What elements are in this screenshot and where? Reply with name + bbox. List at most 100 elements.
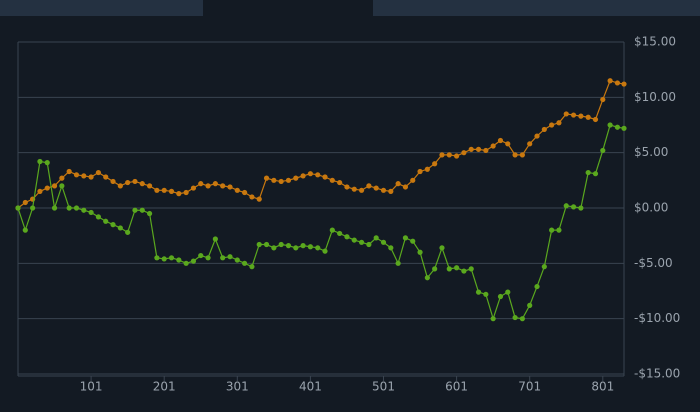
point <box>285 243 292 249</box>
point <box>570 112 577 118</box>
point <box>358 187 365 193</box>
point <box>337 230 343 237</box>
point <box>402 235 409 241</box>
point <box>263 241 270 248</box>
point <box>278 241 284 248</box>
point <box>161 187 167 193</box>
point <box>322 248 328 254</box>
point <box>176 257 182 263</box>
point <box>234 187 240 193</box>
point <box>519 152 525 158</box>
point <box>556 227 562 233</box>
point <box>205 183 211 189</box>
x-tick-label: 101 <box>80 380 103 394</box>
point <box>366 183 372 189</box>
point <box>541 264 547 270</box>
point <box>146 183 153 189</box>
point <box>549 227 555 233</box>
point <box>585 169 591 176</box>
tab[interactable] <box>373 0 700 16</box>
point <box>88 174 94 180</box>
point <box>344 234 350 240</box>
point <box>154 255 160 261</box>
point <box>278 178 284 185</box>
point <box>351 186 357 192</box>
point <box>607 78 613 84</box>
point <box>461 150 467 156</box>
point <box>285 177 292 183</box>
point <box>146 210 153 217</box>
point <box>293 245 299 251</box>
point <box>475 146 482 152</box>
point <box>190 185 197 191</box>
point <box>73 172 80 178</box>
point <box>358 239 365 245</box>
point <box>395 181 401 187</box>
x-tick-label: 201 <box>153 380 176 394</box>
point <box>168 255 175 261</box>
y-tick-label: $5.00 <box>634 145 668 159</box>
point <box>505 141 511 147</box>
point <box>446 152 452 158</box>
point <box>51 205 58 211</box>
point <box>300 243 306 249</box>
point <box>534 283 540 290</box>
point <box>388 188 394 194</box>
point <box>125 229 131 235</box>
point <box>249 264 255 270</box>
point <box>578 205 584 211</box>
x-tick-label: 701 <box>518 380 541 394</box>
point <box>600 96 606 103</box>
point <box>592 116 599 123</box>
point <box>242 260 248 266</box>
point <box>549 122 555 128</box>
series-line <box>17 79 625 209</box>
point <box>161 256 167 262</box>
point <box>95 169 102 176</box>
point <box>483 147 489 154</box>
point <box>483 291 489 297</box>
point <box>234 257 240 263</box>
point <box>227 254 233 260</box>
point <box>198 252 204 259</box>
point <box>117 183 123 189</box>
point <box>439 152 445 158</box>
point <box>395 260 401 266</box>
point <box>300 173 306 179</box>
point <box>271 177 277 183</box>
point <box>329 227 335 233</box>
point <box>322 174 328 180</box>
point <box>519 316 525 322</box>
point <box>621 125 627 131</box>
point <box>110 178 116 185</box>
point <box>103 218 109 224</box>
point <box>315 245 321 251</box>
point <box>366 241 372 248</box>
point <box>307 244 314 250</box>
point <box>417 249 423 255</box>
point <box>88 209 94 216</box>
point <box>432 266 438 272</box>
point <box>344 184 350 190</box>
point <box>256 241 262 248</box>
tab[interactable] <box>0 0 203 16</box>
point <box>66 205 72 211</box>
tab[interactable] <box>203 0 373 16</box>
point <box>59 183 65 189</box>
point <box>110 222 116 228</box>
point <box>168 188 175 194</box>
point <box>73 205 80 211</box>
point <box>44 160 50 166</box>
point <box>373 185 379 191</box>
point <box>66 168 72 175</box>
point <box>505 289 511 295</box>
point <box>512 152 518 158</box>
point <box>541 126 547 133</box>
point <box>37 188 43 194</box>
x-tick-label: 301 <box>226 380 249 394</box>
point <box>563 111 569 117</box>
point <box>402 184 409 190</box>
point <box>497 137 504 144</box>
point <box>607 122 613 128</box>
